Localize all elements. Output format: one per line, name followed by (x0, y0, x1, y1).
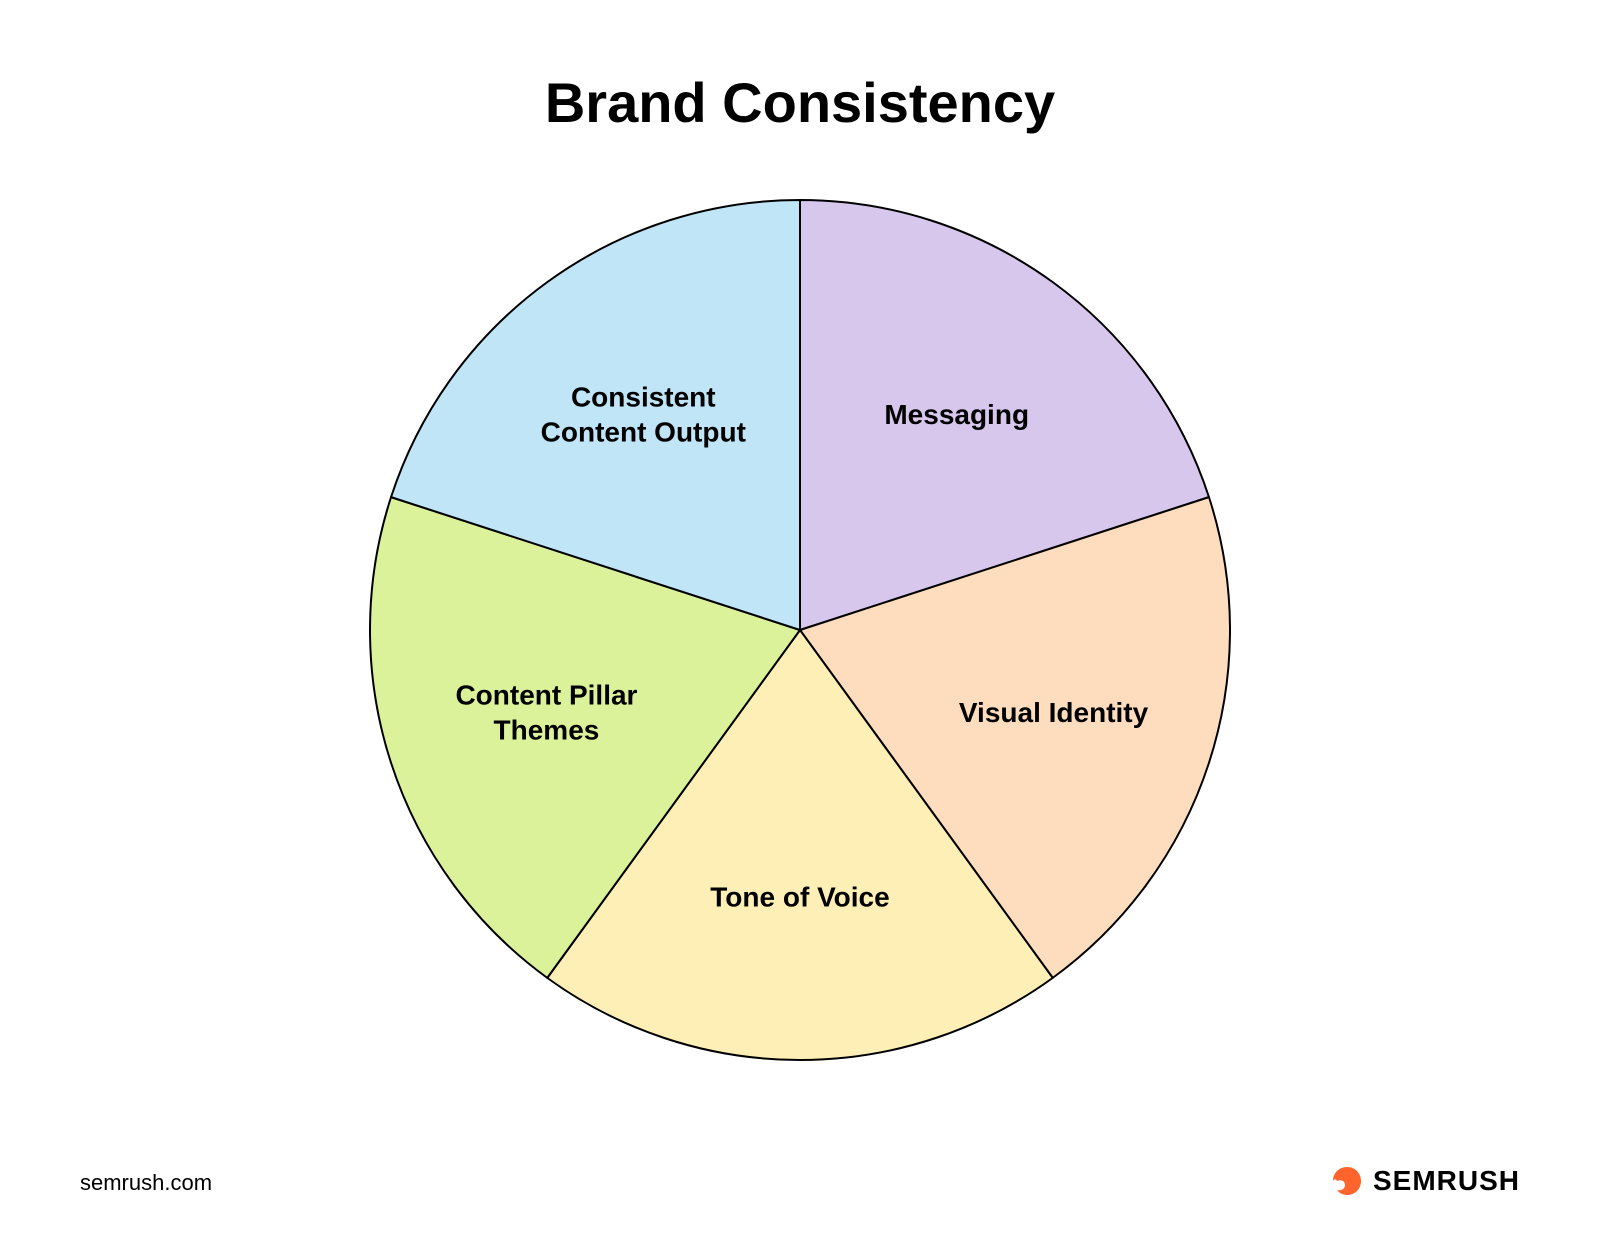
footer-logo: SEMRUSH (1325, 1161, 1520, 1201)
footer-url: semrush.com (80, 1170, 212, 1196)
slice-label-2: Tone of Voice (710, 881, 889, 912)
pie-chart: MessagingVisual IdentityTone of VoiceCon… (360, 190, 1240, 1070)
slice-label-1: Visual Identity (959, 697, 1149, 728)
pie-chart-container: MessagingVisual IdentityTone of VoiceCon… (360, 190, 1240, 1075)
chart-title: Brand Consistency (545, 70, 1055, 135)
semrush-fireball-icon (1325, 1161, 1365, 1201)
logo-text: SEMRUSH (1373, 1165, 1520, 1197)
slice-label-0: Messaging (884, 399, 1029, 430)
